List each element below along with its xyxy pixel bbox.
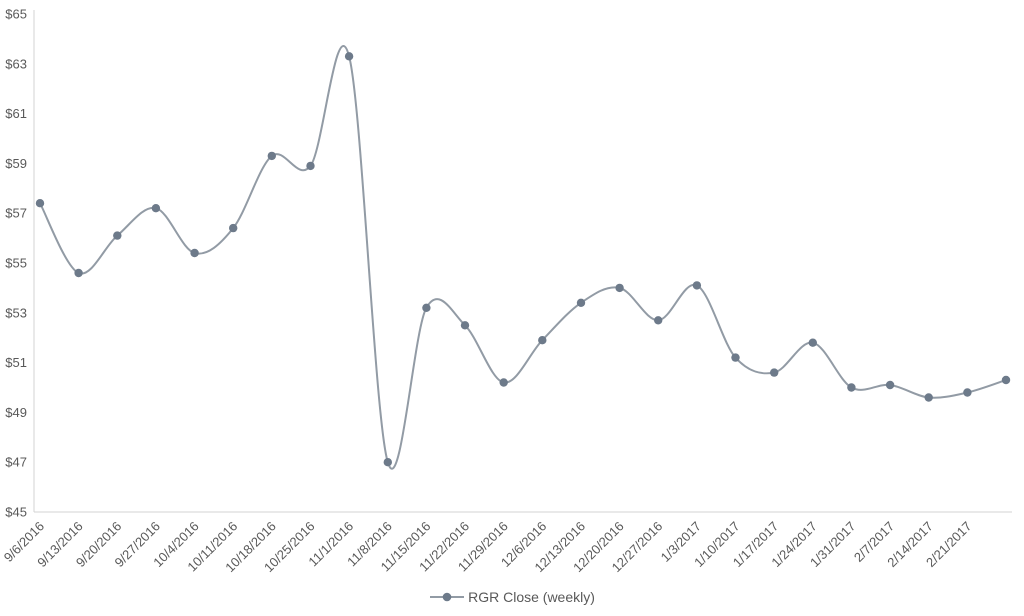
data-point-marker (576, 298, 586, 307)
data-point-marker (151, 204, 161, 213)
data-point-marker (615, 283, 624, 293)
data-point-marker (924, 393, 933, 402)
y-tick-label: $63 (5, 56, 27, 71)
legend-line-marker-icon (430, 592, 465, 602)
data-point-marker (383, 458, 392, 467)
data-point-marker (499, 378, 508, 387)
data-point-marker (538, 336, 547, 345)
data-point-marker (267, 151, 276, 161)
data-point-marker (770, 368, 779, 377)
data-point-marker (344, 52, 354, 61)
data-point-marker (654, 316, 663, 325)
data-point-marker (885, 380, 895, 390)
y-tick-label: $61 (5, 106, 27, 121)
line-chart-svg: $45$47$49$51$53$55$57$59$61$63$659/6/201… (1, 7, 1012, 575)
series-line (39, 45, 1007, 470)
y-tick-label: $59 (5, 156, 27, 171)
y-tick-label: $45 (5, 505, 27, 520)
y-tick-label: $65 (5, 7, 27, 22)
data-point-marker (74, 268, 83, 278)
y-tick-label: $51 (5, 355, 27, 370)
y-tick-label: $55 (5, 256, 27, 271)
y-tick-label: $49 (5, 405, 27, 420)
data-point-marker (1001, 375, 1011, 385)
legend-label: RGR Close (weekly) (468, 589, 595, 605)
data-point-marker (731, 353, 740, 362)
data-point-marker (808, 338, 817, 347)
data-point-marker (692, 281, 702, 290)
y-tick-label: $57 (5, 206, 27, 221)
y-tick-label: $47 (5, 455, 27, 470)
data-point-marker (229, 223, 238, 233)
data-point-marker (35, 199, 45, 208)
data-point-marker (190, 248, 199, 258)
data-point-marker (306, 161, 315, 171)
data-point-marker (422, 303, 431, 312)
data-point-marker (113, 231, 122, 240)
chart-legend: RGR Close (weekly) (0, 580, 1024, 614)
data-point-marker (460, 321, 470, 330)
legend-marker-dot (442, 592, 452, 602)
y-tick-label: $53 (5, 305, 27, 320)
data-point-marker (963, 388, 972, 397)
data-point-marker (847, 383, 856, 392)
